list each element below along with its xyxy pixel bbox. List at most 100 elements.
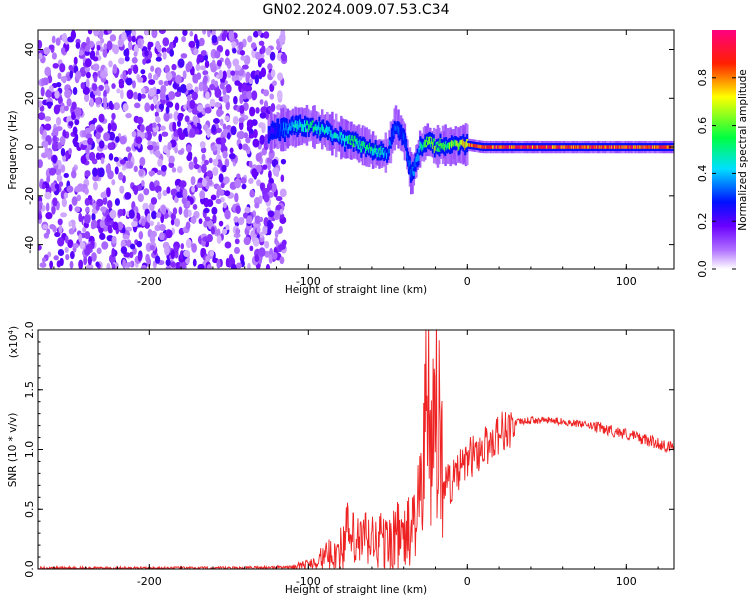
noise-blob <box>83 256 88 266</box>
noise-blob <box>224 241 232 249</box>
noise-blob <box>219 118 224 126</box>
noise-blob <box>151 30 158 39</box>
noise-blob <box>269 93 275 100</box>
noise-blob <box>125 146 132 153</box>
noise-blob <box>54 183 60 190</box>
noise-blob <box>158 133 163 143</box>
noise-blob <box>107 30 113 35</box>
noise-blob <box>93 30 100 37</box>
noise-blob <box>133 185 139 196</box>
noise-blob <box>148 79 156 85</box>
noise-blob <box>42 77 50 86</box>
noise-blob <box>193 163 200 170</box>
noise-blob <box>267 210 275 218</box>
noise-blob <box>107 142 115 151</box>
noise-blob <box>113 156 119 162</box>
noise-blob <box>186 200 191 208</box>
noise-blob <box>197 54 204 62</box>
noise-blob <box>213 118 220 124</box>
noise-blob <box>190 216 197 224</box>
noise-blob <box>158 79 164 86</box>
noise-blob <box>45 90 52 98</box>
noise-blob <box>218 173 224 183</box>
noise-blob <box>64 89 72 99</box>
noise-blob <box>262 122 266 133</box>
noise-blob <box>199 141 206 149</box>
noise-blob <box>142 58 147 65</box>
noise-blob <box>71 196 78 206</box>
noise-blob <box>91 119 96 126</box>
noise-blob <box>209 62 216 69</box>
noise-blob <box>106 187 111 198</box>
noise-blob <box>122 258 127 269</box>
noise-blob <box>84 66 91 73</box>
noise-blob <box>98 140 105 149</box>
noise-blob <box>257 30 262 36</box>
noise-blob <box>267 63 273 71</box>
noise-blob <box>253 30 259 38</box>
noise-blob <box>220 182 225 189</box>
noise-blob <box>162 51 167 60</box>
noise-blob <box>199 65 207 71</box>
noise-blob <box>211 206 218 215</box>
noise-blob <box>68 64 74 71</box>
noise-blob <box>84 170 91 177</box>
noise-blob <box>201 177 207 187</box>
noise-blob <box>43 47 51 55</box>
noise-blob <box>198 37 205 47</box>
y-tick-label: -20 <box>23 187 36 205</box>
noise-blob <box>57 237 65 247</box>
noise-blob <box>218 220 224 227</box>
noise-blob <box>156 170 162 176</box>
noise-blob <box>61 198 68 208</box>
noise-blob <box>177 113 183 122</box>
noise-blob <box>57 218 63 226</box>
noise-blob <box>109 209 117 219</box>
noise-blob <box>111 263 116 269</box>
noise-blob <box>132 80 136 89</box>
noise-blob <box>230 125 237 136</box>
noise-blob <box>209 83 215 91</box>
noise-blob <box>278 243 286 250</box>
noise-blob <box>277 72 284 81</box>
colorbar-tick-label: 0.2 <box>696 212 709 230</box>
signal-core <box>417 153 420 161</box>
x-tick-label: -100 <box>296 575 321 588</box>
noise-blob <box>189 128 196 138</box>
chart-title: GN02.2024.009.07.53.C34 <box>263 2 450 18</box>
noise-blob <box>174 36 179 44</box>
noise-blob <box>118 78 125 87</box>
noise-blob <box>276 90 283 100</box>
noise-blob <box>245 136 251 144</box>
noise-blob <box>52 135 58 143</box>
noise-blob <box>148 72 153 80</box>
noise-blob <box>269 51 276 61</box>
noise-blob <box>161 131 169 137</box>
noise-blob <box>256 179 262 187</box>
noise-blob <box>92 167 98 177</box>
noise-blob <box>234 80 241 86</box>
colorbar-label: Normalized spectral amplitude <box>737 69 749 230</box>
noise-blob <box>165 265 172 269</box>
noise-blob <box>96 247 102 255</box>
noise-blob <box>84 214 91 224</box>
noise-blob <box>81 130 87 138</box>
noise-blob <box>185 221 191 230</box>
noise-blob <box>112 64 118 74</box>
noise-blob <box>174 146 179 154</box>
noise-blob <box>84 50 91 56</box>
noise-blob <box>225 100 230 111</box>
noise-blob <box>107 170 114 180</box>
noise-blob <box>214 102 221 108</box>
noise-blob <box>136 240 143 248</box>
noise-blob <box>89 97 94 108</box>
noise-blob <box>151 210 157 220</box>
noise-blob <box>44 66 52 77</box>
noise-blob <box>212 214 217 224</box>
noise-blob <box>235 228 240 235</box>
noise-blob <box>182 70 187 80</box>
noise-blob <box>278 33 286 44</box>
snr-ylabel: SNR (10 * v/v) <box>7 413 19 488</box>
noise-blob <box>222 202 227 209</box>
noise-blob <box>192 116 199 124</box>
